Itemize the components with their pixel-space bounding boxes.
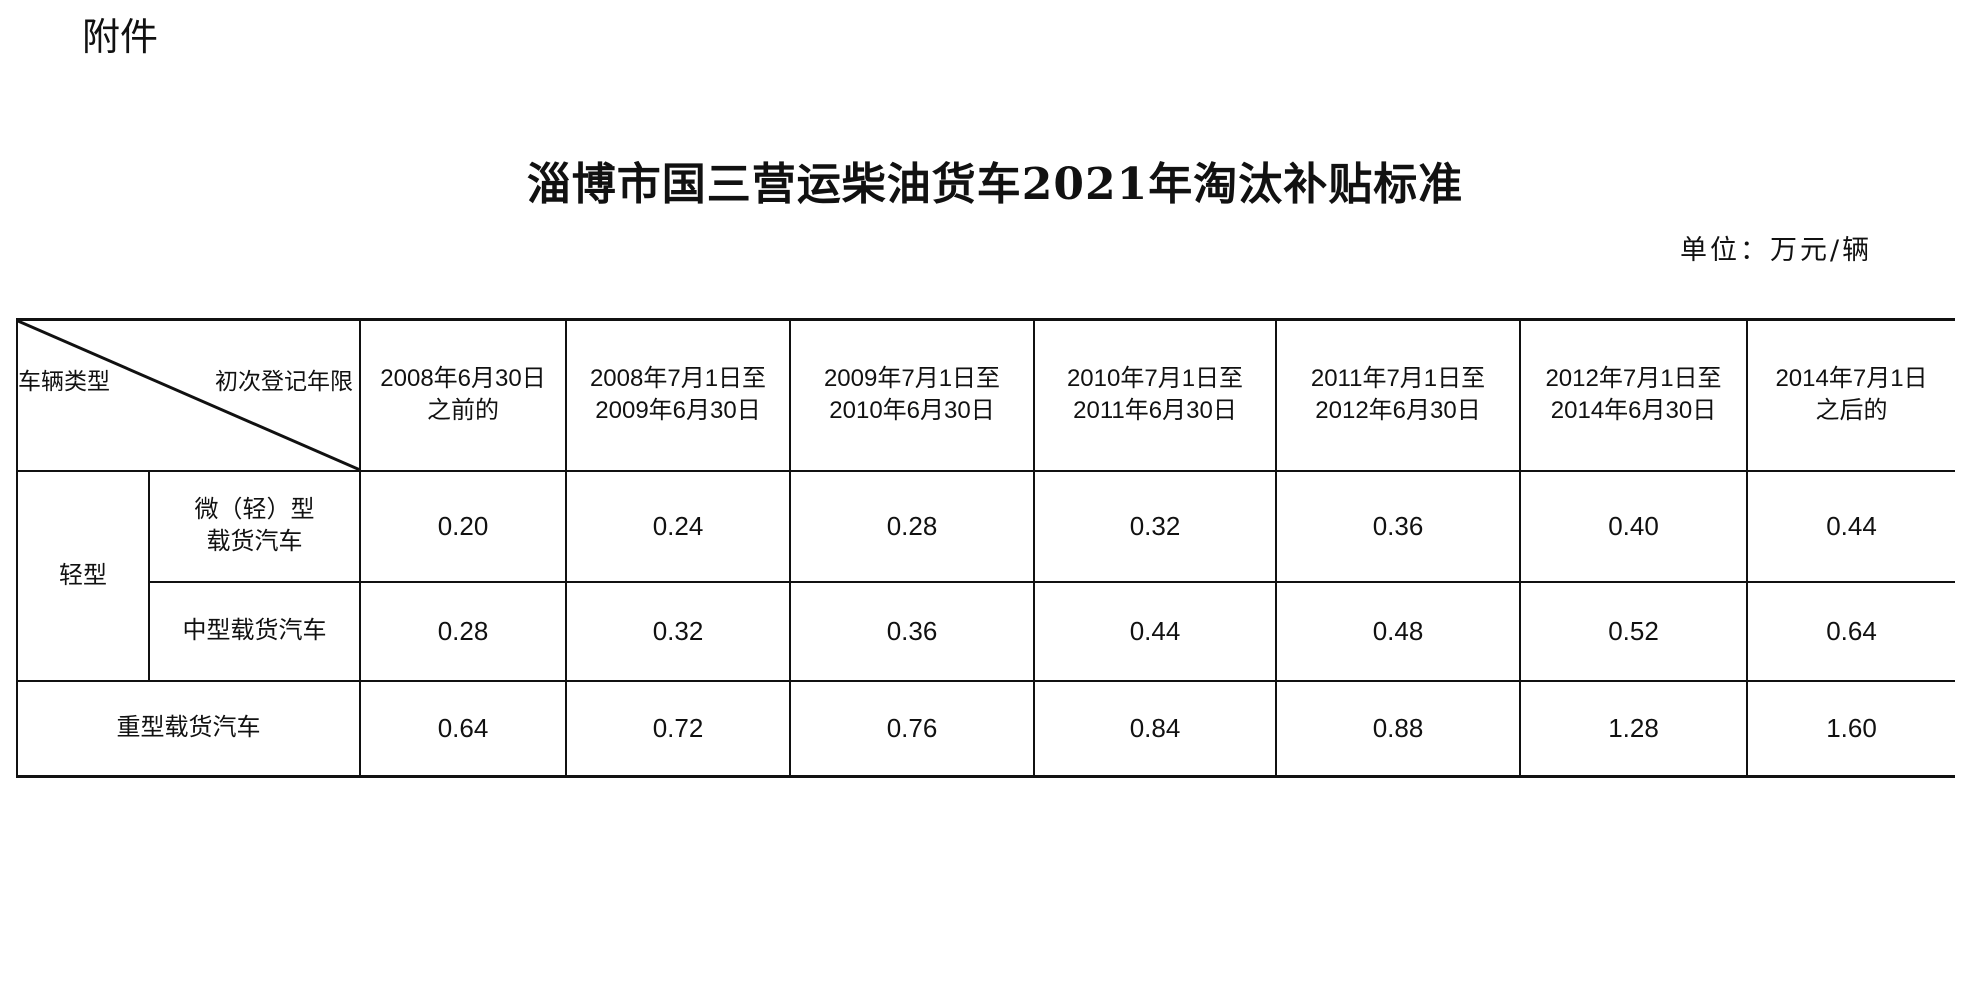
page-title: 淄博市国三营运柴油货车2021年淘汰补贴标准 [526,159,1464,210]
value-cell: 0.24 [565,469,791,583]
row-label: 重型载货汽车 [16,679,361,778]
column-header: 2010年7月1日至 2011年6月30日 [1033,318,1277,472]
header-row: 车辆类型 初次登记年限 2008年6月30日 之前的 2008年7月1日至 2009… [16,318,1955,472]
value-cell: 0.36 [1275,469,1521,583]
column-header-line: 2011年6月30日 [1073,397,1237,425]
value-cell: 0.52 [1519,580,1748,682]
column-header: 2009年7月1日至 2010年6月30日 [789,318,1035,472]
table-row: 中型载货汽车 0.28 0.32 0.36 0.44 0.48 0.52 0.6… [17,580,1955,682]
column-header-line: 2011年7月1日至 [1310,365,1486,393]
corner-col-label: 初次登记年限 [215,368,353,394]
value-cell: 0.64 [1746,580,1955,682]
value-cell: 0.20 [359,469,567,583]
column-header: 2008年6月30日 之前的 [359,318,567,472]
value-cell: 1.60 [1746,679,1955,778]
column-header-line: 2010年7月1日至 [1066,365,1244,393]
value-cell: 0.76 [789,679,1035,778]
row-label-line: 载货汽车 [206,528,303,555]
value-cell: 0.32 [565,580,791,682]
diagonal-divider [18,321,359,470]
column-header: 2011年7月1日至 2012年6月30日 [1275,318,1521,472]
column-header-line: 2008年7月1日至 [589,365,767,393]
column-header-line: 2012年6月30日 [1315,397,1481,425]
table-row: 重型载货汽车 0.64 0.72 0.76 0.84 0.88 1.28 1.6… [16,679,1955,778]
value-cell: 0.28 [359,580,567,682]
corner-header-cell: 车辆类型 初次登记年限 [16,318,361,472]
column-header-line: 2014年7月1日 [1775,365,1928,393]
column-header: 2008年7月1日至 2009年6月30日 [565,318,791,472]
attachment-label: 附件 [82,15,159,59]
column-header: 2012年7月1日至 2014年6月30日 [1519,318,1748,472]
column-header-line: 之后的 [1815,397,1888,425]
row-label: 中型载货汽车 [148,580,361,682]
value-cell: 0.84 [1033,679,1277,778]
row-label-line: 微（轻）型 [194,496,315,523]
unit-label: 单位：万元/辆 [1680,235,1873,266]
value-cell: 0.40 [1519,469,1748,583]
value-cell: 0.32 [1033,469,1277,583]
value-cell: 0.72 [565,679,791,778]
group-label-light: 轻型 [16,469,150,682]
column-header-line: 2010年6月30日 [829,397,995,425]
column-header-line: 2008年6月30日 [380,365,546,393]
column-header-line: 2014年6月30日 [1550,397,1717,425]
value-cell: 0.48 [1275,580,1521,682]
column-header-line: 2009年6月30日 [595,397,761,425]
value-cell: 0.44 [1746,469,1955,583]
column-header-line: 之前的 [427,397,499,425]
column-header-line: 2012年7月1日至 [1545,365,1722,393]
value-cell: 0.44 [1033,580,1277,682]
row-label: 微（轻）型载货汽车 [148,469,361,583]
table-row: 轻型 微（轻）型载货汽车 0.20 0.24 0.28 0.32 0.36 0.… [16,469,1955,682]
subsidy-table: 车辆类型 初次登记年限 2008年6月30日 之前的 2008年7月1日至 2009… [16,318,1955,778]
value-cell: 0.88 [1275,679,1521,778]
value-cell: 0.36 [789,580,1035,682]
value-cell: 0.64 [359,679,567,778]
corner-row-label: 车辆类型 [18,368,110,394]
value-cell: 0.28 [789,469,1035,583]
column-header-line: 2009年7月1日至 [823,365,1001,393]
value-cell: 1.28 [1519,679,1748,778]
column-header: 2014年7月1日 之后的 [1746,318,1955,472]
